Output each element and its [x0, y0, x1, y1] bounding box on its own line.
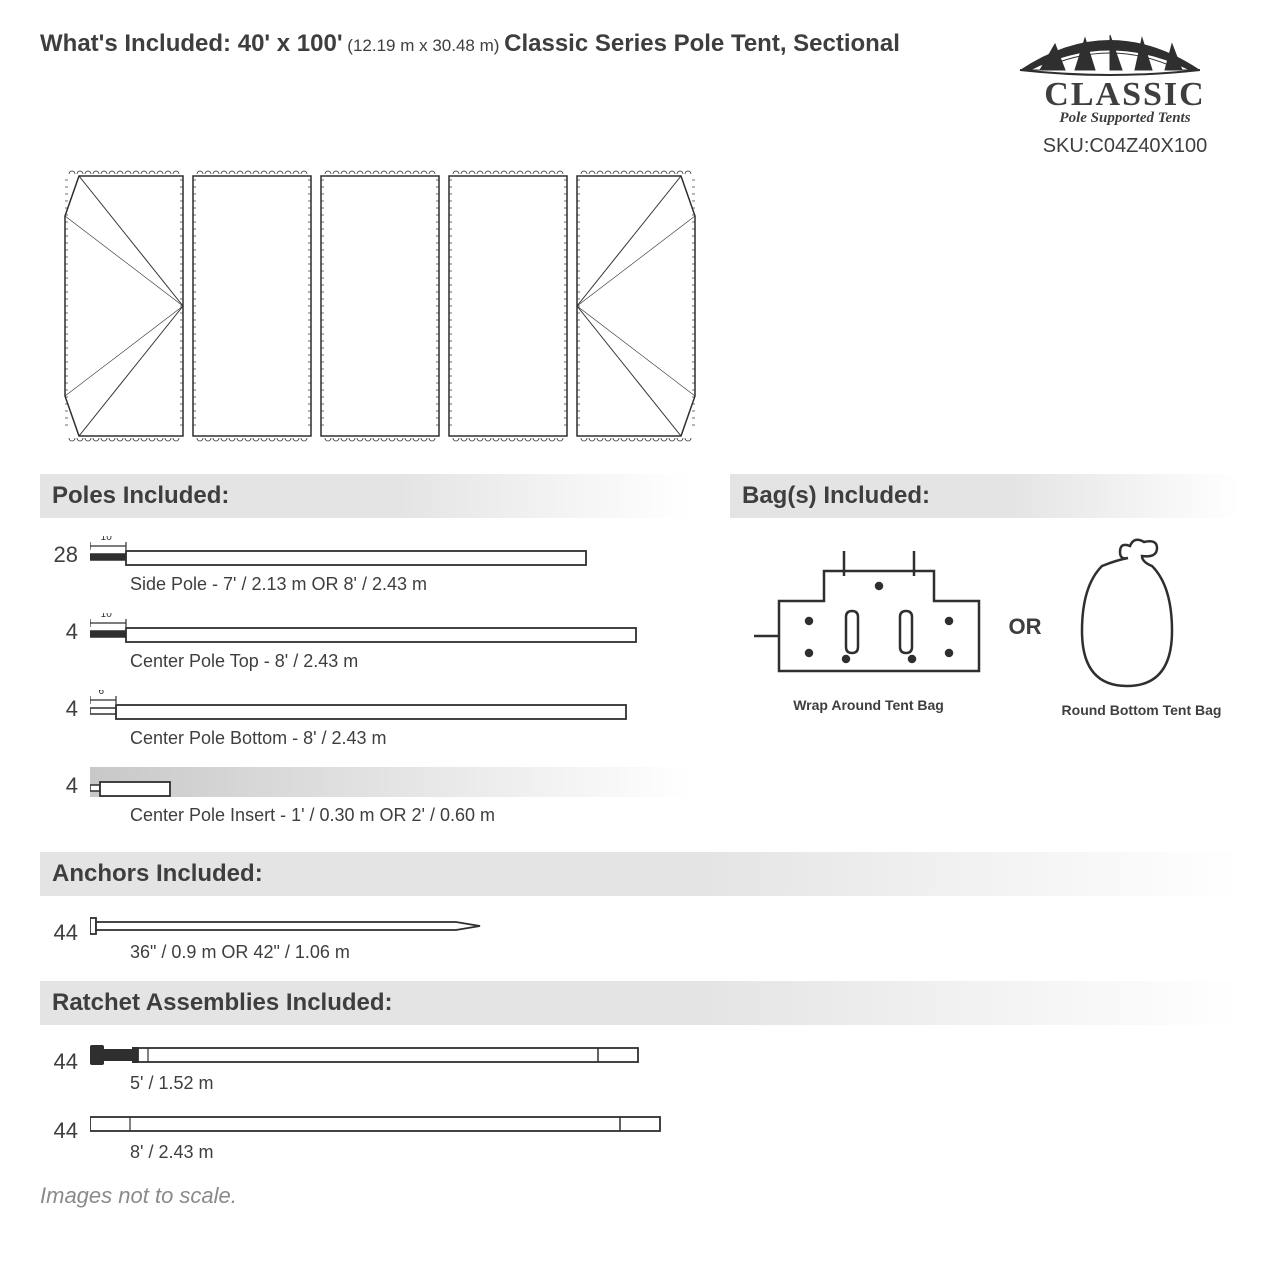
- anchor-label: 36" / 0.9 m OR 42" / 1.06 m: [130, 942, 1240, 963]
- title-suffix: Classic Series Pole Tent, Sectional: [504, 30, 900, 57]
- anchor-row: 44 36" / 0.9 m OR 42" / 1.06 m: [40, 914, 1240, 963]
- section-poles: Poles Included:: [40, 474, 690, 518]
- pole-label: Center Pole Insert - 1' / 0.30 m OR 2' /…: [130, 805, 690, 826]
- section-anchors: Anchors Included:: [40, 852, 1240, 896]
- ratchet-row: 44 5' / 1.52 m: [40, 1043, 1240, 1094]
- anchor-qty: 44: [40, 914, 90, 946]
- ratchet-qty: 44: [40, 1043, 90, 1075]
- wrap-bag-icon: [749, 541, 989, 691]
- brand-name: CLASSIC: [1010, 76, 1240, 114]
- stake-icon: [90, 914, 690, 938]
- tent-logo-icon: [1010, 30, 1210, 76]
- pole-qty: 4: [40, 613, 90, 645]
- title-dims: 40' x 100': [238, 30, 343, 57]
- round-bag-caption: Round Bottom Tent Bag: [1062, 702, 1222, 718]
- pole-row: 4 Center Pole Insert - 1' / 0.30 m OR 2'…: [40, 767, 690, 826]
- page-title: What's Included: 40' x 100' (12.19 m x 3…: [40, 30, 900, 58]
- footnote: Images not to scale.: [40, 1183, 1240, 1209]
- svg-text:6": 6": [98, 690, 108, 697]
- wrap-bag-caption: Wrap Around Tent Bag: [749, 697, 989, 713]
- pole-row: 4 6" Center Pole Bottom - 8' / 2.43 m: [40, 690, 690, 749]
- ratchet-label: 5' / 1.52 m: [130, 1073, 1240, 1094]
- pole-icon: [90, 767, 690, 801]
- title-prefix: What's Included:: [40, 30, 238, 57]
- pole-icon: 10": [90, 613, 690, 647]
- svg-text:10": 10": [101, 536, 116, 543]
- pole-row: 28 10" Side Pole - 7' / 2.13 m OR 8' / 2…: [40, 536, 690, 595]
- pole-row: 4 10" Center Pole Top - 8' / 2.43 m: [40, 613, 690, 672]
- pole-qty: 4: [40, 767, 90, 799]
- strap-icon: [90, 1043, 730, 1069]
- section-bags: Bag(s) Included:: [730, 474, 1240, 518]
- sku: SKU:C04Z40X100: [1010, 135, 1240, 158]
- ratchet-qty: 44: [40, 1112, 90, 1144]
- pole-label: Center Pole Top - 8' / 2.43 m: [130, 651, 690, 672]
- ratchet-row: 44 8' / 2.43 m: [40, 1112, 1240, 1163]
- svg-text:10": 10": [101, 613, 116, 620]
- pole-label: Side Pole - 7' / 2.13 m OR 8' / 2.43 m: [130, 574, 690, 595]
- pole-icon: 6": [90, 690, 690, 724]
- round-bag-icon: [1062, 536, 1192, 696]
- title-dims-metric: (12.19 m x 30.48 m): [343, 36, 505, 55]
- bags-or: OR: [1009, 614, 1042, 640]
- brand-logo: CLASSIC Pole Supported Tents SKU:C04Z40X…: [1010, 30, 1240, 158]
- tent-sections-diagram: [40, 166, 1240, 446]
- pole-label: Center Pole Bottom - 8' / 2.43 m: [130, 728, 690, 749]
- bags-diagram: Wrap Around Tent Bag OR Round Bottom Ten…: [730, 536, 1240, 718]
- strap-icon: [90, 1112, 730, 1138]
- ratchet-label: 8' / 2.43 m: [130, 1142, 1240, 1163]
- pole-icon: 10": [90, 536, 690, 570]
- pole-qty: 28: [40, 536, 90, 568]
- pole-qty: 4: [40, 690, 90, 722]
- section-ratchets: Ratchet Assemblies Included:: [40, 981, 1240, 1025]
